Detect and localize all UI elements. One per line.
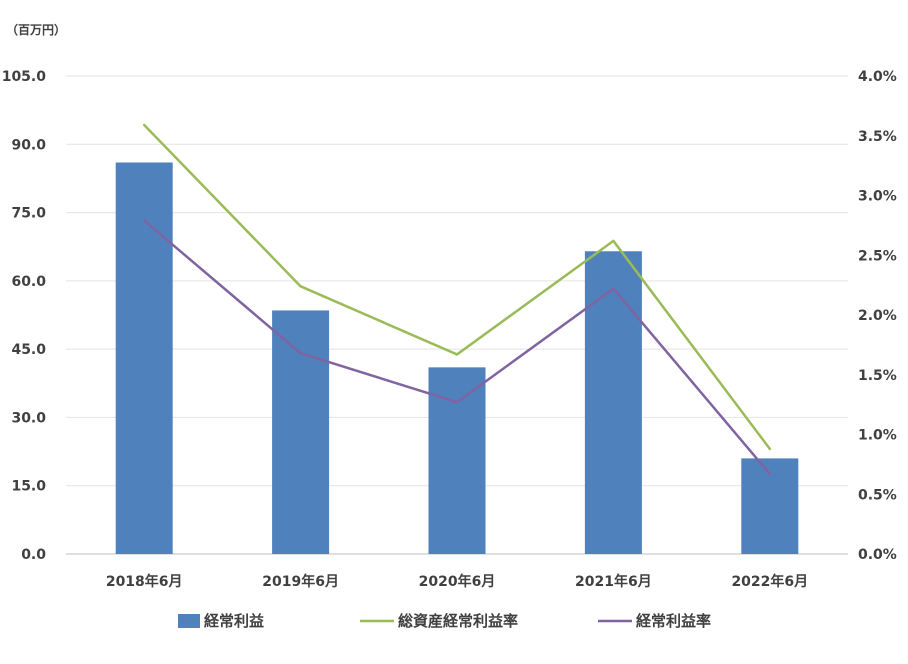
bar bbox=[584, 251, 642, 554]
left-axis-tick-label: 105.0 bbox=[2, 69, 47, 85]
x-axis-tick-label: 2022年6月 bbox=[731, 573, 808, 590]
legend-label: 経常利益率 bbox=[636, 612, 711, 630]
x-axis-tick-label: 2020年6月 bbox=[419, 573, 496, 590]
series-line bbox=[142, 123, 772, 451]
left-axis-tick-label: 45.0 bbox=[11, 342, 46, 358]
right-axis-tick-label: 0.0% bbox=[858, 547, 897, 563]
right-axis-tick-label: 1.0% bbox=[858, 428, 897, 444]
right-axis-tick-label: 0.5% bbox=[858, 487, 897, 503]
left-axis-tick-label: 90.0 bbox=[11, 137, 46, 153]
x-axis-tick-label: 2018年6月 bbox=[106, 573, 183, 590]
legend-label: 総資産経常利益率 bbox=[398, 612, 518, 630]
right-axis-tick-label: 1.5% bbox=[858, 368, 897, 384]
x-axis-ticks: 2018年6月 2019年6月 2020年6月 2021年6月 2022年6月 bbox=[106, 573, 808, 590]
bar-series bbox=[115, 162, 799, 554]
legend-swatch bbox=[178, 614, 200, 628]
bar bbox=[272, 310, 330, 554]
left-axis-tick-label: 15.0 bbox=[11, 479, 46, 495]
left-axis-tick-label: 0.0 bbox=[21, 547, 46, 563]
right-axis-ticks: 0.0% 0.5% 1.0% 1.5% 2.0% 2.5% 3.0% 3.5% 4.0% bbox=[858, 69, 897, 563]
bar bbox=[428, 367, 486, 554]
right-axis-tick-label: 3.0% bbox=[858, 189, 897, 205]
left-axis-tick-label: 60.0 bbox=[11, 274, 46, 290]
unit-label: （百万円） bbox=[6, 22, 66, 37]
left-axis-tick-label: 30.0 bbox=[11, 410, 46, 426]
x-axis-tick-label: 2021年6月 bbox=[575, 573, 652, 590]
bar bbox=[115, 162, 173, 554]
left-axis-tick-label: 75.0 bbox=[11, 206, 46, 222]
right-axis-tick-label: 2.0% bbox=[858, 308, 897, 324]
line-series bbox=[142, 123, 772, 476]
left-axis-ticks: 0.0 15.0 30.0 45.0 60.0 75.0 90.0 105.0 bbox=[2, 69, 47, 563]
right-axis-tick-label: 4.0% bbox=[858, 69, 897, 85]
right-axis-tick-label: 3.5% bbox=[858, 129, 897, 145]
series-line bbox=[142, 219, 772, 476]
legend-label: 経常利益 bbox=[204, 612, 264, 630]
right-axis-tick-label: 2.5% bbox=[858, 248, 897, 264]
legend: 経常利益 総資産経常利益率 経常利益率 bbox=[178, 612, 711, 630]
x-axis-tick-label: 2019年6月 bbox=[262, 573, 339, 590]
